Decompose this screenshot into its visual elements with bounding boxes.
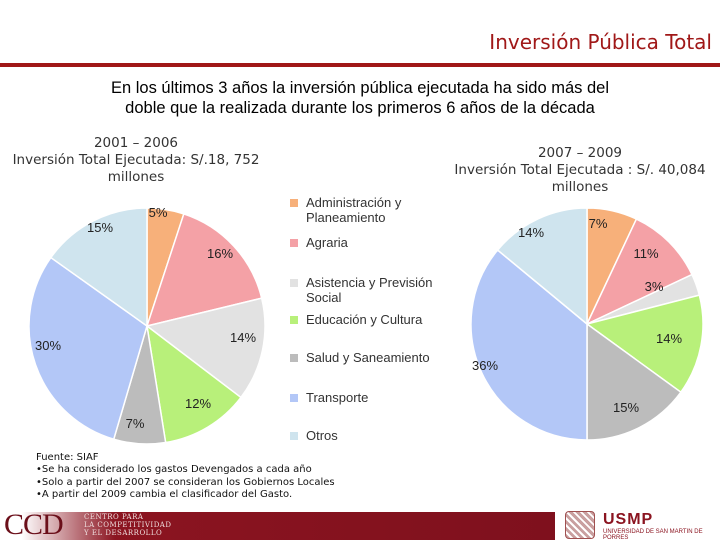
pie1-slice-6 xyxy=(28,256,148,441)
legend-label: Agraria xyxy=(306,235,348,250)
pie1-label-3: 14% xyxy=(230,330,256,345)
legend-swatch xyxy=(290,432,298,440)
pie2-slice-6 xyxy=(470,249,588,441)
pie2-slice-5 xyxy=(586,322,682,441)
legend-swatch xyxy=(290,316,298,324)
pie1-label-2: 16% xyxy=(207,246,233,261)
legend-swatch xyxy=(290,394,298,402)
footnote-3: •A partir del 2009 cambia el clasificado… xyxy=(36,489,293,501)
subtitle: En los últimos 3 años la inversión públi… xyxy=(40,78,680,118)
pie2-label-1: 7% xyxy=(589,216,608,231)
legend-item-4: Educación y Cultura xyxy=(290,312,422,327)
footnotes: Fuente: SIAF •Se ha considerado los gast… xyxy=(36,452,335,502)
legend-item-2: Agraria xyxy=(290,235,348,250)
ccd-logo: CCD xyxy=(4,508,64,541)
pie1-label-1: 5% xyxy=(149,205,168,220)
subtitle-line-1: En los últimos 3 años la inversión públi… xyxy=(110,79,610,97)
legend-label: Otros xyxy=(306,428,338,443)
pie1-label-6: 30% xyxy=(35,338,61,353)
pie2-label-2: 11% xyxy=(633,246,658,261)
pie1-slice-3 xyxy=(145,297,266,399)
pie2-label-7: 14% xyxy=(518,225,544,240)
legend-label: Salud y Saneamiento xyxy=(306,350,430,365)
slide-title: Inversión Pública Total xyxy=(489,30,712,54)
right-heading-period: 2007 – 2009 xyxy=(537,145,623,161)
legend-swatch xyxy=(290,199,298,207)
left-chart-heading: 2001 – 2006 Inversión Total Ejecutada: S… xyxy=(0,135,272,186)
ccd-text-line-3: Y EL DESARROLLO xyxy=(84,529,163,537)
footnote-2: •Solo a partir del 2007 se consideran lo… xyxy=(36,476,335,488)
legend-item-5: Salud y Saneamiento xyxy=(290,350,430,365)
legend-swatch xyxy=(290,279,298,287)
ccd-logo-text: CENTRO PARA LA COMPETITIVIDAD Y EL DESAR… xyxy=(84,513,171,537)
usmp-seal-icon xyxy=(565,511,595,539)
pie2-slice-7 xyxy=(496,207,588,326)
ccd-text-line-2: LA COMPETITIVIDAD xyxy=(84,521,172,529)
legend-item-6: Transporte xyxy=(290,390,368,405)
pie2-label-3: 3% xyxy=(645,279,664,294)
legend-label: Educación y Cultura xyxy=(306,312,423,327)
pie2-label-5: 15% xyxy=(613,400,639,415)
legend-item-3: Asistencia y Previsión Social xyxy=(290,275,440,305)
right-chart-heading: 2007 – 2009 Inversión Total Ejecutada : … xyxy=(445,145,715,196)
usmp-logo-subtitle: UNIVERSIDAD DE SAN MARTIN DE PORRES xyxy=(603,529,703,541)
pie1-slice-4 xyxy=(145,324,242,444)
usmp-logo: USMP UNIVERSIDAD DE SAN MARTIN DE PORRES xyxy=(555,508,720,541)
pie1-slice-7 xyxy=(49,207,148,328)
left-heading-total: Inversión Total Ejecutada: S/.18, 752 xyxy=(12,152,260,168)
title-divider xyxy=(0,63,720,67)
pie2-label-4: 14% xyxy=(656,331,682,346)
legend-label: Administración y Planeamiento xyxy=(306,195,402,225)
left-heading-unit: millones xyxy=(107,169,165,185)
pie1-slice-2 xyxy=(145,212,263,328)
pie1-label-7: 15% xyxy=(87,220,113,235)
subtitle-line-2: doble que la realizada durante los prime… xyxy=(125,99,595,117)
footnote-1: •Se ha considerado los gastos Devengados… xyxy=(36,464,312,476)
pie2-slice-2 xyxy=(585,218,693,326)
legend-swatch xyxy=(290,354,298,362)
pie1-label-4: 12% xyxy=(185,396,211,411)
ccd-text-line-1: CENTRO PARA xyxy=(84,513,144,521)
pie2-label-6: 36% xyxy=(472,358,498,373)
pie1-label-5: 7% xyxy=(126,416,145,431)
footnote-source: Fuente: SIAF xyxy=(36,452,99,463)
right-heading-unit: millones xyxy=(551,179,609,195)
right-heading-total: Inversión Total Ejecutada : S/. 40,084 xyxy=(454,162,706,178)
legend-label: Transporte xyxy=(306,390,369,405)
pie2-slice-4 xyxy=(585,294,704,394)
legend-item-7: Otros xyxy=(290,428,338,443)
usmp-logo-name: USMP xyxy=(603,511,654,528)
legend-swatch xyxy=(290,239,298,247)
legend-item-1: Administración y Planeamiento xyxy=(290,195,440,225)
left-heading-period: 2001 – 2006 xyxy=(93,135,179,151)
legend-label: Asistencia y Previsión Social xyxy=(306,275,433,305)
